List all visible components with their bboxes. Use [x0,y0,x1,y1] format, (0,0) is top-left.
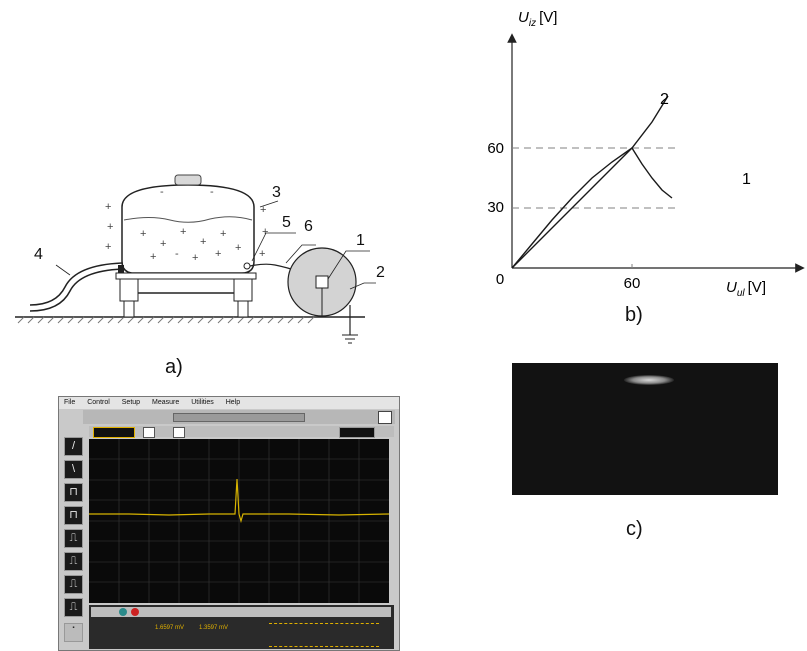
scope-stop-indicator [131,608,139,616]
scope-tool-pulse-icon: ⊓ [64,483,83,502]
svg-text:-: - [160,186,164,198]
svg-text:+: + [200,236,206,248]
panel-c-label: c) [626,518,643,540]
x-axis-title: Uul [V] [726,279,766,299]
y-axis-title: Uiz [V] [518,9,557,29]
callout-2: 2 [376,264,385,281]
scope-tool-pulse2-icon: ⊓ [64,506,83,525]
scope-tool-fall-icon: \ [64,460,83,479]
svg-text:+: + [220,228,226,240]
scope-tool-clear-icon: ▪ [64,623,83,642]
callout-5: 5 [282,214,291,231]
svg-text:+: + [150,251,156,263]
panel-b-label: b) [625,304,643,326]
callout-4: 4 [34,246,43,263]
voltage-chart: 60 30 0 60 2 1 Uiz [V] Uul [V] [487,9,805,299]
origin-label: 0 [496,271,504,288]
svg-text:+: + [180,226,186,238]
svg-text:+: + [107,221,113,233]
oscilloscope-screenshot: File Control Setup Measure Utilities Hel… [58,396,400,651]
panel-a-label: a) [165,356,183,378]
svg-text:+: + [215,248,221,260]
svg-text:+: + [235,242,241,254]
scope-menu-bar: File Control Setup Measure Utilities Hel… [59,397,399,409]
svg-text:+: + [140,228,146,240]
scope-tool-step2-icon: ⎍ [64,552,83,571]
scope-menu-file: File [64,399,76,406]
scope-menu-control: Control [87,399,110,406]
callout-1: 1 [356,232,365,249]
scope-menu-measure: Measure [152,399,180,406]
series-2-line [511,95,669,269]
discharge-spark [624,375,674,385]
svg-text:-: - [175,248,179,260]
svg-text:+: + [160,238,166,250]
scope-display [89,439,389,603]
tank-diagram: ++++ ++ - + + +- - ++++ ++ [15,174,376,344]
series-1-line [511,146,673,269]
scope-tool-step-icon: ⎍ [64,529,83,548]
y-tick-60: 60 [487,140,504,157]
scope-run-indicator [119,608,127,616]
discharge-photo [512,363,778,495]
scope-tool-step4-icon: ⎍ [64,598,83,617]
scope-trace [89,478,389,524]
scope-menu-help: Help [225,399,241,406]
scope-measurement-panel: 1.6597 mV 1.3597 mV [89,605,394,649]
series-2-label: 2 [660,91,669,108]
svg-text:+: + [260,204,266,216]
x-tick-60: 60 [624,275,641,292]
svg-text:+: + [105,201,111,213]
scope-readout-1: 1.6597 mV [155,625,185,631]
series-1-label: 1 [742,171,751,188]
callout-6: 6 [304,218,313,235]
scope-status-bar [83,410,395,424]
scope-tool-step3-icon: ⎍ [64,575,83,594]
scope-channel-row [89,426,394,438]
y-tick-30: 30 [487,199,504,216]
scope-readout-2: 1.3597 mV [199,625,229,631]
svg-text:-: - [210,186,214,198]
svg-text:+: + [192,252,198,264]
svg-text:+: + [105,241,111,253]
svg-text:+: + [262,226,268,238]
scope-menu-utilities: Utilities [191,399,214,406]
callout-3: 3 [272,184,281,201]
scope-menu-setup: Setup [121,399,141,406]
svg-text:+: + [259,248,265,260]
scope-tool-rise-icon: / [64,437,83,456]
scope-side-toolbar: / \ ⊓ ⊓ ⎍ ⎍ ⎍ ⎍ ▪ [61,437,87,647]
